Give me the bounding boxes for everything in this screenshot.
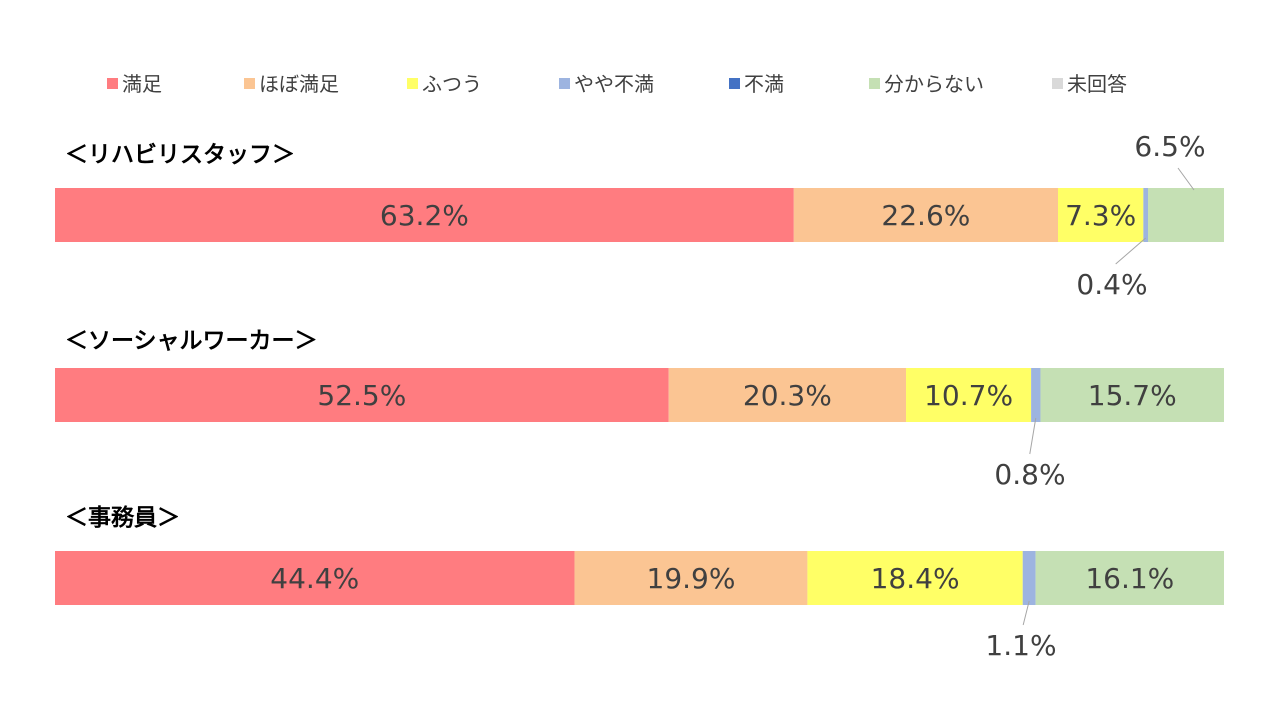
- data-label: 10.7%: [924, 379, 1013, 412]
- bar-segment: [1031, 368, 1041, 422]
- bar-segment: [793, 188, 1059, 242]
- data-label: 0.8%: [994, 458, 1065, 491]
- bar-segment: [1143, 188, 1149, 242]
- legend-label: 満足: [122, 72, 162, 96]
- data-label: 44.4%: [270, 562, 359, 595]
- legend-label: ふつう: [422, 72, 482, 96]
- bar-segment: [807, 551, 1023, 605]
- legend-label: 未回答: [1067, 72, 1127, 96]
- bar-segment: [668, 368, 907, 422]
- data-label: 0.4%: [1076, 268, 1147, 301]
- data-label: 52.5%: [317, 379, 406, 412]
- group-title: ＜リハビリスタッフ＞: [65, 142, 295, 168]
- leader-line: [1115, 237, 1147, 265]
- legend-swatch: [107, 78, 118, 89]
- bar-segment: [906, 368, 1032, 422]
- data-label: 19.9%: [647, 562, 736, 595]
- legend-swatch: [407, 78, 418, 89]
- legend-swatch: [244, 78, 255, 89]
- bar-segment: [1058, 188, 1144, 242]
- bar-segment: [1148, 188, 1224, 242]
- chart-groups: ＜リハビリスタッフ＞ 63.2% 22.6% 7.3% 0.4% 6.5% ＜ソーシャルワー…: [55, 130, 1224, 662]
- bar-group: ＜リハビリスタッフ＞ 63.2% 22.6% 7.3% 0.4% 6.5%: [55, 130, 1224, 301]
- bar-segment: [55, 368, 669, 422]
- bar-segment: [1040, 368, 1224, 422]
- legend-swatch: [1052, 78, 1063, 89]
- bar-segment: [55, 188, 794, 242]
- bar-group: ＜事務員＞ 44.4% 19.9% 18.4% 16.1% 1.1%: [55, 504, 1224, 662]
- leader-line: [1022, 600, 1030, 626]
- data-label: 7.3%: [1065, 199, 1136, 232]
- legend-swatch: [729, 78, 740, 89]
- group-title: ＜事務員＞: [65, 504, 180, 531]
- chart-legend: 満足 ほぼ満足 ふつう やや不満 不満 分からない 未回答: [107, 72, 1127, 96]
- data-label: 22.6%: [881, 199, 970, 232]
- leader-line: [1029, 417, 1037, 455]
- bar-group: ＜ソーシャルワーカー＞ 52.5% 20.3% 10.7% 15.7% 0.8%: [55, 328, 1224, 491]
- data-label: 18.4%: [871, 562, 960, 595]
- legend-label: 不満: [744, 72, 784, 96]
- data-label: 63.2%: [380, 199, 469, 232]
- data-label: 6.5%: [1134, 130, 1205, 163]
- data-label: 16.1%: [1085, 562, 1174, 595]
- legend-label: ほぼ満足: [259, 72, 339, 96]
- bar-segment: [1035, 551, 1224, 605]
- legend-swatch: [559, 78, 570, 89]
- data-label: 1.1%: [985, 629, 1056, 662]
- leader-line: [1177, 167, 1195, 191]
- legend-label: 分からない: [884, 72, 984, 96]
- bar-segment: [574, 551, 808, 605]
- bar-segment: [55, 551, 575, 605]
- legend-label: やや不満: [574, 72, 654, 96]
- data-label: 15.7%: [1088, 379, 1177, 412]
- bar-segment: [1022, 551, 1036, 605]
- legend-swatch: [869, 78, 880, 89]
- data-label: 20.3%: [743, 379, 832, 412]
- group-title: ＜ソーシャルワーカー＞: [65, 328, 318, 354]
